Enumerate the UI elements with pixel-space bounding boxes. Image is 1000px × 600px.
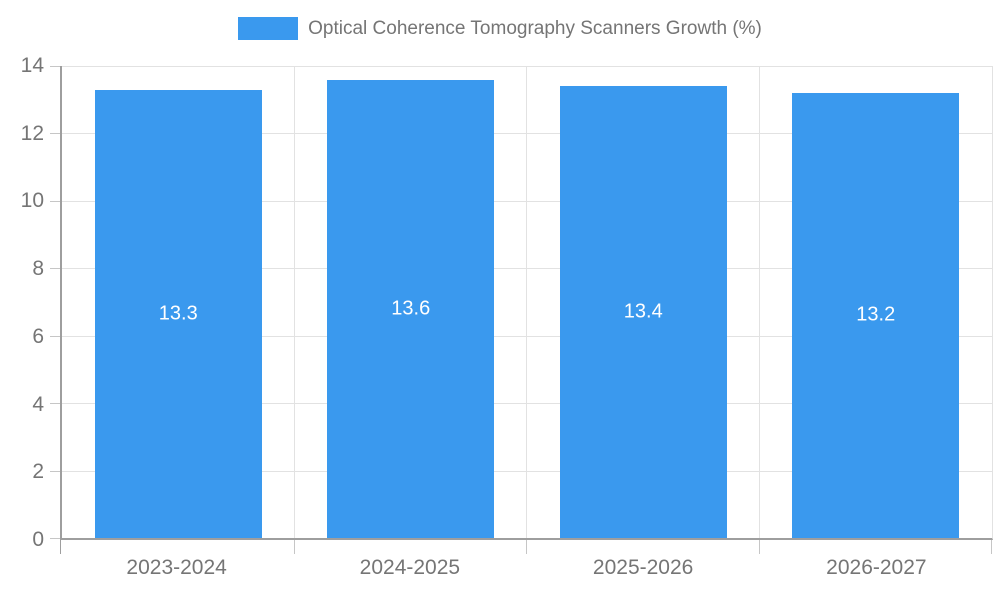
legend-swatch xyxy=(238,17,299,40)
y-tick-mark xyxy=(50,470,60,472)
y-axis-labels: 0 2 4 6 8 10 12 14 xyxy=(0,54,44,551)
y-tick-mark xyxy=(50,66,60,67)
bar: 13.3 xyxy=(94,89,262,538)
x-tick-mark xyxy=(60,540,61,554)
gridline-vertical xyxy=(293,66,295,538)
x-tick-label: 2023-2024 xyxy=(126,556,227,579)
y-tick-label: 10 xyxy=(20,189,44,213)
gridline-horizontal xyxy=(62,268,992,270)
gridline-horizontal xyxy=(62,133,992,135)
gridline-horizontal xyxy=(62,470,992,472)
x-tick-label: 2024-2025 xyxy=(359,556,461,579)
gridline-vertical xyxy=(526,66,527,538)
plot-area: 13.3 13.6 13.4 13.2 xyxy=(50,66,993,554)
y-tick-label: 8 xyxy=(32,257,44,281)
bar: 13.2 xyxy=(792,92,960,538)
legend-label: Optical Coherence Tomography Scanners Gr… xyxy=(308,17,762,39)
bar-value-label: 13.6 xyxy=(391,297,431,320)
legend: Optical Coherence Tomography Scanners Gr… xyxy=(0,17,1000,40)
x-tick-mark xyxy=(293,540,295,554)
bar: 13.4 xyxy=(559,86,727,538)
x-tick-mark xyxy=(991,540,992,554)
y-tick-label: 6 xyxy=(32,324,44,348)
y-tick-label: 4 xyxy=(32,392,44,416)
y-tick-mark xyxy=(50,133,60,135)
gridline-horizontal xyxy=(62,200,992,202)
gridline-horizontal xyxy=(62,66,992,67)
y-tick-label: 14 xyxy=(20,54,44,77)
gridline-horizontal xyxy=(62,335,992,337)
y-tick-mark xyxy=(50,268,60,270)
bar-value-label: 13.2 xyxy=(856,303,896,326)
bar: 13.6 xyxy=(327,79,495,538)
y-tick-label: 0 xyxy=(32,528,44,551)
y-tick-mark xyxy=(50,538,60,539)
x-tick-mark xyxy=(526,540,527,554)
gridline-vertical xyxy=(758,66,760,538)
y-tick-mark xyxy=(50,335,60,337)
y-tick-mark xyxy=(50,403,60,405)
y-tick-label: 12 xyxy=(20,121,44,145)
y-tick-label: 2 xyxy=(32,460,44,484)
x-axis-labels: 2023-2024 2024-2025 2025-2026 2026-2027 xyxy=(60,556,993,586)
x-tick-label: 2025-2026 xyxy=(592,556,694,579)
gridline-horizontal xyxy=(62,403,992,405)
bar-value-label: 13.4 xyxy=(623,300,663,323)
bar-value-label: 13.3 xyxy=(158,302,198,325)
y-tick-mark xyxy=(50,200,60,202)
x-tick-mark xyxy=(758,540,760,554)
x-tick-label: 2026-2027 xyxy=(826,556,927,579)
